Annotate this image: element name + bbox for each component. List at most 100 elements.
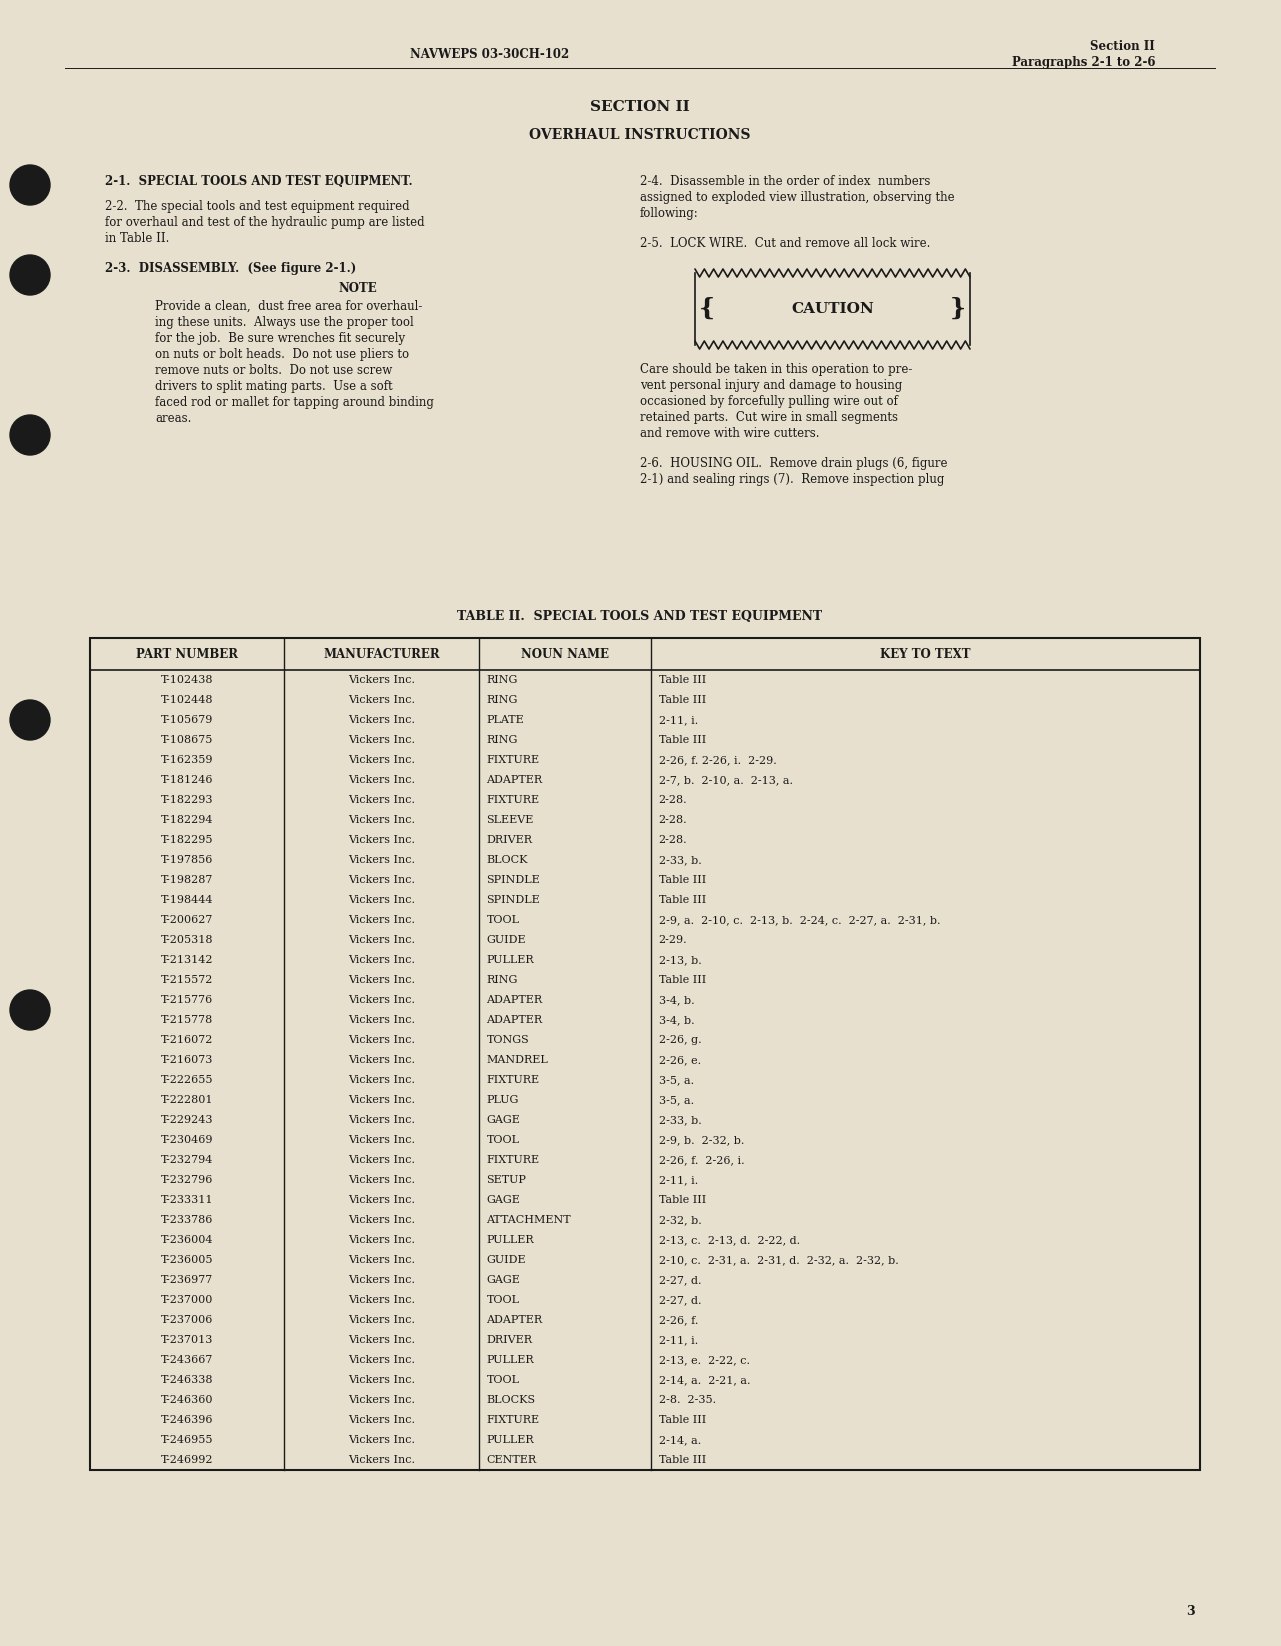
Text: RING: RING bbox=[487, 974, 518, 984]
Text: T-162359: T-162359 bbox=[161, 756, 214, 765]
Text: GAGE: GAGE bbox=[487, 1114, 520, 1124]
Text: areas.: areas. bbox=[155, 412, 191, 425]
Text: 3: 3 bbox=[1186, 1605, 1195, 1618]
Text: OVERHAUL INSTRUCTIONS: OVERHAUL INSTRUCTIONS bbox=[529, 128, 751, 142]
Text: }: } bbox=[951, 296, 966, 321]
Text: 2-28.: 2-28. bbox=[658, 795, 687, 805]
Text: T-216072: T-216072 bbox=[161, 1035, 214, 1045]
Text: 2-26, f.: 2-26, f. bbox=[658, 1315, 698, 1325]
Text: 3-5, a.: 3-5, a. bbox=[658, 1095, 694, 1104]
Text: T-102438: T-102438 bbox=[161, 675, 214, 685]
Text: Vickers Inc.: Vickers Inc. bbox=[348, 675, 415, 685]
Text: Vickers Inc.: Vickers Inc. bbox=[348, 1254, 415, 1266]
Text: T-215778: T-215778 bbox=[161, 1016, 213, 1025]
Text: and remove with wire cutters.: and remove with wire cutters. bbox=[640, 426, 820, 439]
Text: 2-26, f. 2-26, i.  2-29.: 2-26, f. 2-26, i. 2-29. bbox=[658, 756, 776, 765]
Text: T-108675: T-108675 bbox=[161, 736, 214, 746]
Text: 2-27, d.: 2-27, d. bbox=[658, 1276, 701, 1286]
Text: 2-13, e.  2-22, c.: 2-13, e. 2-22, c. bbox=[658, 1355, 749, 1365]
Text: Table III: Table III bbox=[658, 1416, 706, 1425]
Text: GUIDE: GUIDE bbox=[487, 1254, 526, 1266]
Text: 2-1) and sealing rings (7).  Remove inspection plug: 2-1) and sealing rings (7). Remove inspe… bbox=[640, 472, 944, 486]
Circle shape bbox=[10, 165, 50, 206]
Text: BLOCK: BLOCK bbox=[487, 854, 528, 866]
Text: TOOL: TOOL bbox=[487, 1295, 520, 1305]
Text: ATTACHMENT: ATTACHMENT bbox=[487, 1215, 571, 1225]
Text: Vickers Inc.: Vickers Inc. bbox=[348, 775, 415, 785]
Text: DRIVER: DRIVER bbox=[487, 835, 533, 844]
Text: 2-14, a.  2-21, a.: 2-14, a. 2-21, a. bbox=[658, 1374, 751, 1384]
Text: 2-9, a.  2-10, c.  2-13, b.  2-24, c.  2-27, a.  2-31, b.: 2-9, a. 2-10, c. 2-13, b. 2-24, c. 2-27,… bbox=[658, 915, 940, 925]
Text: T-232794: T-232794 bbox=[161, 1155, 214, 1165]
Text: Table III: Table III bbox=[658, 1195, 706, 1205]
Circle shape bbox=[10, 989, 50, 1030]
Text: 2-11, i.: 2-11, i. bbox=[658, 1175, 698, 1185]
Text: FIXTURE: FIXTURE bbox=[487, 1075, 539, 1085]
Text: drivers to split mating parts.  Use a soft: drivers to split mating parts. Use a sof… bbox=[155, 380, 392, 393]
Text: KEY TO TEXT: KEY TO TEXT bbox=[880, 647, 971, 660]
Text: T-233311: T-233311 bbox=[161, 1195, 214, 1205]
Text: Vickers Inc.: Vickers Inc. bbox=[348, 736, 415, 746]
Text: 2-2.  The special tools and test equipment required: 2-2. The special tools and test equipmen… bbox=[105, 201, 410, 212]
Text: T-246992: T-246992 bbox=[161, 1455, 214, 1465]
Text: T-216073: T-216073 bbox=[161, 1055, 214, 1065]
Text: T-182293: T-182293 bbox=[161, 795, 214, 805]
Text: Vickers Inc.: Vickers Inc. bbox=[348, 994, 415, 1006]
Text: T-232796: T-232796 bbox=[161, 1175, 214, 1185]
Text: Vickers Inc.: Vickers Inc. bbox=[348, 1276, 415, 1286]
Text: T-246396: T-246396 bbox=[161, 1416, 214, 1425]
Text: T-229243: T-229243 bbox=[161, 1114, 214, 1124]
Text: Vickers Inc.: Vickers Inc. bbox=[348, 714, 415, 724]
Circle shape bbox=[10, 255, 50, 295]
Text: PULLER: PULLER bbox=[487, 955, 534, 965]
Text: Vickers Inc.: Vickers Inc. bbox=[348, 854, 415, 866]
Text: TOOL: TOOL bbox=[487, 1374, 520, 1384]
Text: PLATE: PLATE bbox=[487, 714, 524, 724]
Text: GAGE: GAGE bbox=[487, 1195, 520, 1205]
Text: T-233786: T-233786 bbox=[161, 1215, 214, 1225]
Text: NAVWEPS 03-30CH-102: NAVWEPS 03-30CH-102 bbox=[410, 48, 570, 61]
Text: Vickers Inc.: Vickers Inc. bbox=[348, 1155, 415, 1165]
Text: Vickers Inc.: Vickers Inc. bbox=[348, 1374, 415, 1384]
Text: 3-5, a.: 3-5, a. bbox=[658, 1075, 694, 1085]
Text: T-197856: T-197856 bbox=[161, 854, 214, 866]
Text: 2-13, c.  2-13, d.  2-22, d.: 2-13, c. 2-13, d. 2-22, d. bbox=[658, 1234, 799, 1244]
Text: T-200627: T-200627 bbox=[161, 915, 214, 925]
Text: T-215776: T-215776 bbox=[161, 994, 213, 1006]
Text: Vickers Inc.: Vickers Inc. bbox=[348, 1416, 415, 1425]
Text: Vickers Inc.: Vickers Inc. bbox=[348, 895, 415, 905]
Text: Table III: Table III bbox=[658, 675, 706, 685]
Text: Vickers Inc.: Vickers Inc. bbox=[348, 876, 415, 886]
Text: {: { bbox=[699, 296, 715, 321]
Text: T-198287: T-198287 bbox=[161, 876, 214, 886]
Text: ADAPTER: ADAPTER bbox=[487, 1315, 543, 1325]
Text: Vickers Inc.: Vickers Inc. bbox=[348, 1455, 415, 1465]
Text: PLUG: PLUG bbox=[487, 1095, 519, 1104]
Text: 2-32, b.: 2-32, b. bbox=[658, 1215, 701, 1225]
Text: SLEEVE: SLEEVE bbox=[487, 815, 534, 825]
Text: MANUFACTURER: MANUFACTURER bbox=[323, 647, 439, 660]
Text: remove nuts or bolts.  Do not use screw: remove nuts or bolts. Do not use screw bbox=[155, 364, 392, 377]
Text: Vickers Inc.: Vickers Inc. bbox=[348, 1095, 415, 1104]
Text: Vickers Inc.: Vickers Inc. bbox=[348, 1335, 415, 1345]
Text: FIXTURE: FIXTURE bbox=[487, 1416, 539, 1425]
Text: T-243667: T-243667 bbox=[161, 1355, 214, 1365]
Text: SETUP: SETUP bbox=[487, 1175, 526, 1185]
Text: Vickers Inc.: Vickers Inc. bbox=[348, 1355, 415, 1365]
Text: Table III: Table III bbox=[658, 974, 706, 984]
Text: 2-27, d.: 2-27, d. bbox=[658, 1295, 701, 1305]
Text: Vickers Inc.: Vickers Inc. bbox=[348, 1175, 415, 1185]
Text: T-246360: T-246360 bbox=[161, 1396, 214, 1406]
Text: CENTER: CENTER bbox=[487, 1455, 537, 1465]
Text: Vickers Inc.: Vickers Inc. bbox=[348, 756, 415, 765]
Text: SPINDLE: SPINDLE bbox=[487, 876, 541, 886]
Text: following:: following: bbox=[640, 207, 698, 221]
Text: retained parts.  Cut wire in small segments: retained parts. Cut wire in small segmen… bbox=[640, 412, 898, 425]
Text: 2-28.: 2-28. bbox=[658, 815, 687, 825]
Text: Care should be taken in this operation to pre-: Care should be taken in this operation t… bbox=[640, 364, 912, 375]
Text: T-230469: T-230469 bbox=[161, 1136, 214, 1146]
Circle shape bbox=[10, 700, 50, 741]
Text: ADAPTER: ADAPTER bbox=[487, 994, 543, 1006]
Text: for the job.  Be sure wrenches fit securely: for the job. Be sure wrenches fit secure… bbox=[155, 332, 405, 346]
Text: FIXTURE: FIXTURE bbox=[487, 795, 539, 805]
